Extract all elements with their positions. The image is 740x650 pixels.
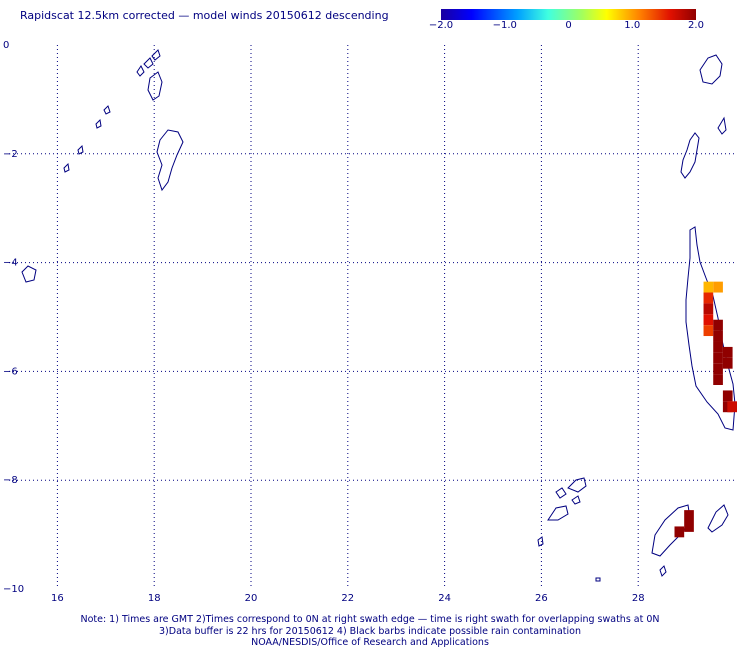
wind-cell — [713, 374, 723, 385]
colorbar-tick-label: −2.0 — [428, 20, 454, 31]
lake-small-6 — [659, 565, 667, 577]
wind-cell — [674, 526, 685, 538]
wind-cell — [713, 319, 723, 331]
lake-edward-coast — [699, 54, 723, 85]
lake-tanganyika-coast — [685, 226, 736, 431]
y-axis-labels: 0 −2 −4 −6 −8 −10 — [3, 40, 24, 595]
note-line-3: NOAA/NESDIS/Office of Research and Appli… — [251, 637, 489, 648]
map-grid — [9, 45, 735, 589]
footnotes: Note: 1) Times are GMT 2)Times correspon… — [0, 614, 740, 649]
wind-cell — [722, 357, 733, 369]
note-line-1: Note: 1) Times are GMT 2)Times correspon… — [80, 614, 660, 625]
y-tick-label: 0 — [3, 40, 9, 51]
x-tick-label: 22 — [341, 593, 354, 604]
wind-cell — [703, 303, 714, 315]
lake-small-5 — [537, 536, 544, 547]
wind-cell — [713, 352, 723, 364]
wind-cell — [713, 363, 723, 375]
colorbar-tick-label: −1.0 — [492, 20, 517, 31]
x-axis-labels: 16 18 20 22 24 26 28 — [51, 593, 645, 604]
colorbar-tick-label: 0 — [565, 20, 572, 31]
wind-cell — [684, 510, 694, 521]
y-tick-label: −10 — [3, 584, 24, 595]
river-lake-1 — [136, 65, 145, 77]
wind-cell — [703, 292, 714, 304]
x-tick-label: 26 — [535, 593, 548, 604]
x-tick-label: 28 — [632, 593, 645, 604]
river-lake-7 — [63, 162, 70, 173]
wind-cell — [713, 330, 723, 342]
lake-upemba-3 — [567, 477, 587, 493]
colorbar-tick-label: 2.0 — [688, 20, 704, 31]
y-tick-label: −4 — [3, 258, 18, 269]
map-title: Rapidscat 12.5km corrected — model winds… — [20, 9, 389, 22]
lake-upemba-4 — [571, 495, 581, 505]
lake-bangweulu-coast — [707, 504, 729, 533]
wind-cell — [703, 325, 714, 337]
river-lake-6 — [77, 144, 84, 155]
river-lake-4 — [103, 105, 111, 115]
lake-coast-small-1 — [717, 116, 727, 135]
map-plot: 16 18 20 22 24 26 28 0 −2 −4 −6 −8 −10 — [3, 40, 737, 604]
lake-upemba-2 — [555, 487, 567, 499]
x-tick-label: 24 — [438, 593, 451, 604]
lake-upemba-1 — [547, 505, 569, 521]
lake-mai-ndombe-coast — [156, 129, 184, 192]
note-line-2: 3)Data buffer is 22 hrs for 20150612 4) … — [159, 625, 581, 637]
wind-cell — [713, 281, 723, 293]
y-tick-label: −6 — [3, 366, 18, 377]
wind-cell — [722, 390, 733, 402]
colorbar — [441, 9, 696, 20]
lake-small-7 — [595, 577, 601, 582]
wind-cell — [703, 314, 714, 326]
wind-cell — [684, 521, 694, 532]
x-tick-label: 18 — [148, 593, 161, 604]
lake-west-coast — [21, 265, 37, 283]
wind-cell — [713, 341, 723, 353]
wind-cell — [703, 281, 714, 293]
river-lake-3 — [151, 49, 161, 61]
y-tick-label: −8 — [3, 475, 18, 486]
wind-cells — [674, 281, 737, 538]
y-tick-label: −2 — [3, 149, 18, 160]
river-lake-2 — [143, 57, 154, 69]
wind-cell — [727, 401, 737, 413]
wind-cell — [722, 346, 733, 358]
lake-kivu-coast — [680, 132, 700, 179]
x-tick-label: 20 — [245, 593, 258, 604]
river-lake-5 — [95, 118, 102, 129]
coastlines — [21, 49, 736, 582]
colorbar-tick-label: 1.0 — [624, 20, 641, 31]
lake-tumba-coast — [147, 71, 163, 101]
x-tick-label: 16 — [51, 593, 64, 604]
